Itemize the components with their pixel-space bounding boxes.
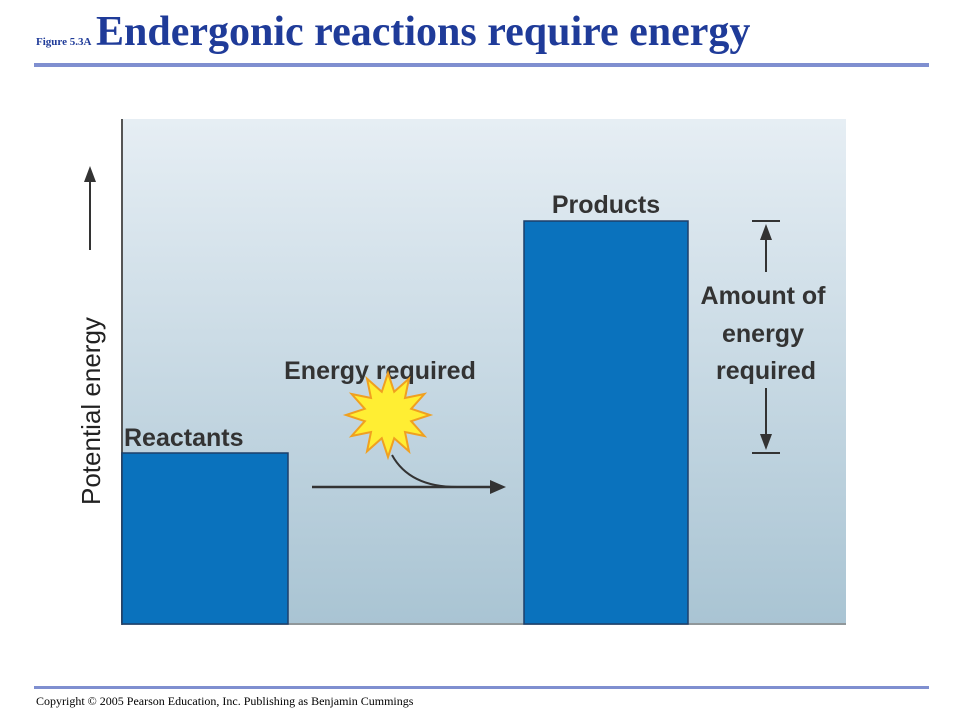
amount-label: Amount of energy required xyxy=(701,282,827,385)
figure-label: Figure 5.3A xyxy=(36,36,92,48)
arrow-right-icon xyxy=(312,454,506,494)
double-arrow-icon xyxy=(752,220,780,454)
y-axis-label: Potential energy xyxy=(76,317,106,505)
products-label: Products xyxy=(552,191,660,219)
reactants-label: Reactants xyxy=(124,424,244,452)
up-arrow-icon xyxy=(84,166,96,250)
sun-burst-icon xyxy=(342,369,434,461)
amount-label-line-3: required xyxy=(716,357,816,385)
top-divider xyxy=(34,63,929,67)
amount-label-line-2: energy xyxy=(722,320,804,348)
copyright-text: Copyright © 2005 Pearson Education, Inc.… xyxy=(36,694,414,708)
bottom-divider xyxy=(34,686,929,689)
reactants-bar xyxy=(121,452,289,625)
slide-title: Endergonic reactions require energy xyxy=(96,9,751,55)
products-bar xyxy=(523,220,689,625)
amount-label-line-1: Amount of xyxy=(701,282,827,310)
energy-required-label: Energy required xyxy=(284,357,476,385)
